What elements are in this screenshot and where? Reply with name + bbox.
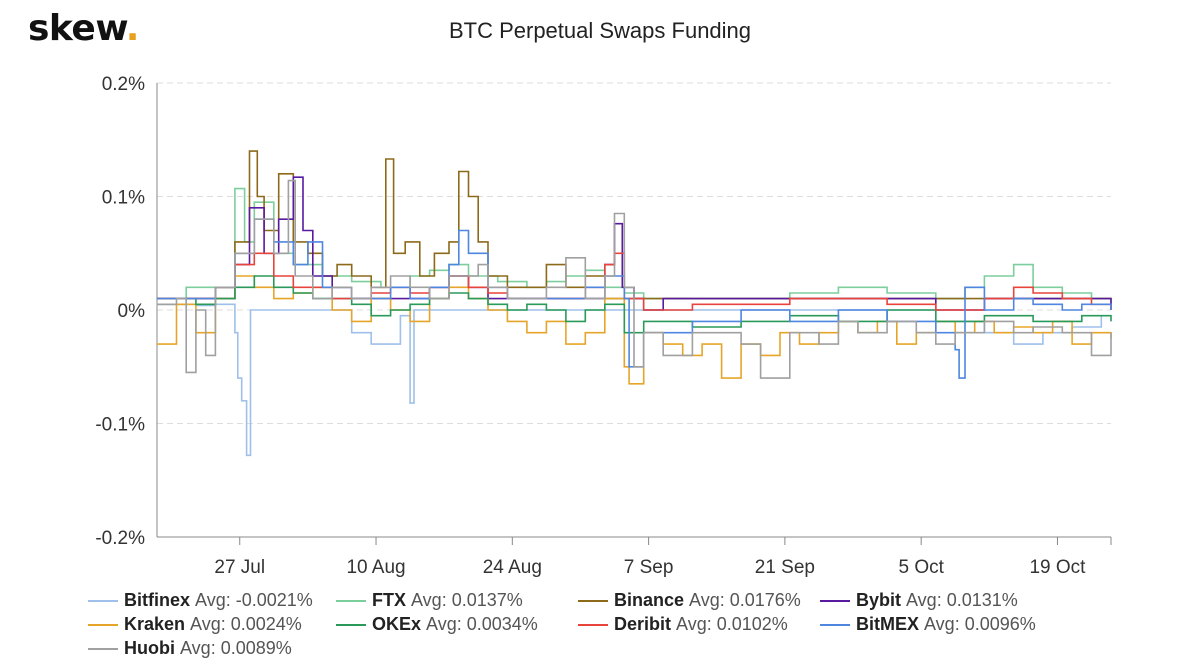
legend-item-ftx[interactable]: FTX Avg: 0.0137% bbox=[336, 590, 523, 611]
legend-avg: Avg: 0.0102% bbox=[676, 614, 788, 634]
legend-item-binance[interactable]: Binance Avg: 0.0176% bbox=[578, 590, 801, 611]
legend-swatch bbox=[88, 599, 118, 602]
legend-avg: Avg: 0.0137% bbox=[411, 590, 523, 610]
chart-area: 0.2% 0.1% 0% -0.1% -0.2% 27 Jul 10 Aug 24 Aug 7… bbox=[95, 74, 1112, 578]
legend-row-1: Bitfinex Avg: -0.0021% FTX Avg: 0.0137% Bina… bbox=[88, 590, 1188, 614]
legend-name: BitMEX bbox=[856, 614, 919, 634]
axes bbox=[156, 83, 1112, 545]
legend-name: Bybit bbox=[856, 590, 901, 610]
x-tick-label: 24 Aug bbox=[483, 557, 542, 578]
legend-item-huobi[interactable]: Huobi Avg: 0.0089% bbox=[88, 638, 292, 659]
legend-avg: Avg: 0.0089% bbox=[180, 638, 292, 658]
legend-swatch bbox=[578, 623, 608, 626]
legend-swatch bbox=[820, 599, 850, 602]
legend-swatch bbox=[336, 599, 366, 602]
legend-row-2: Kraken Avg: 0.0024% OKEx Avg: 0.0034% Deribi… bbox=[88, 614, 1188, 638]
series-line-okex bbox=[157, 275, 1112, 334]
legend-name: Huobi bbox=[124, 638, 175, 658]
legend-avg: Avg: 0.0131% bbox=[906, 590, 1018, 610]
legend-swatch bbox=[336, 623, 366, 626]
legend-name: Binance bbox=[614, 590, 685, 610]
legend-item-bitmex[interactable]: BitMEX Avg: 0.0096% bbox=[820, 614, 1036, 635]
y-tick-label: 0.2% bbox=[102, 74, 145, 95]
legend-swatch bbox=[88, 647, 118, 650]
legend-avg: Avg: 0.0024% bbox=[190, 614, 302, 634]
x-tick-label: 10 Aug bbox=[346, 557, 405, 578]
legend-item-bitfinex[interactable]: Bitfinex Avg: -0.0021% bbox=[88, 590, 313, 611]
legend-name: Deribit bbox=[614, 614, 672, 634]
legend-item-okex[interactable]: OKEx Avg: 0.0034% bbox=[336, 614, 538, 635]
legend-row-3: Huobi Avg: 0.0089% bbox=[88, 638, 1188, 662]
x-tick-label: 21 Sep bbox=[755, 557, 815, 578]
series-line-bitfinex bbox=[157, 303, 1103, 457]
chart-title: BTC Perpetual Swaps Funding bbox=[448, 18, 752, 43]
legend: Bitfinex Avg: -0.0021% FTX Avg: 0.0137% Bina… bbox=[88, 590, 1188, 662]
legend-item-bybit[interactable]: Bybit Avg: 0.0131% bbox=[820, 590, 1018, 611]
x-axis-labels: 27 Jul 10 Aug 24 Aug 7 Sep 21 Sep 5 Oct 19 Oct bbox=[214, 557, 1086, 578]
legend-item-deribit[interactable]: Deribit Avg: 0.0102% bbox=[578, 614, 788, 635]
y-tick-label: 0% bbox=[118, 301, 146, 322]
y-tick-label: 0.1% bbox=[102, 188, 145, 209]
legend-swatch bbox=[88, 623, 118, 626]
y-axis-labels: 0.2% 0.1% 0% -0.1% -0.2% bbox=[95, 74, 145, 549]
y-tick-label: -0.1% bbox=[95, 415, 145, 436]
x-tick-label: 27 Jul bbox=[214, 557, 265, 578]
legend-swatch bbox=[578, 599, 608, 602]
series-lines bbox=[157, 150, 1112, 457]
legend-name: FTX bbox=[372, 590, 406, 610]
skew-logo: skew. bbox=[28, 8, 139, 49]
legend-name: Bitfinex bbox=[124, 590, 191, 610]
series-line-huobi bbox=[157, 179, 1112, 379]
x-tick-label: 7 Sep bbox=[624, 557, 674, 578]
x-tick-label: 5 Oct bbox=[898, 557, 944, 578]
legend-avg: Avg: 0.0034% bbox=[426, 614, 538, 634]
legend-swatch bbox=[820, 623, 850, 626]
legend-avg: Avg: -0.0021% bbox=[195, 590, 313, 610]
y-tick-label: -0.2% bbox=[95, 528, 145, 549]
legend-avg: Avg: 0.0096% bbox=[924, 614, 1036, 634]
x-tick-label: 19 Oct bbox=[1029, 557, 1086, 578]
legend-item-kraken[interactable]: Kraken Avg: 0.0024% bbox=[88, 614, 302, 635]
legend-avg: Avg: 0.0176% bbox=[689, 590, 801, 610]
legend-name: OKEx bbox=[372, 614, 422, 634]
legend-name: Kraken bbox=[124, 614, 186, 634]
